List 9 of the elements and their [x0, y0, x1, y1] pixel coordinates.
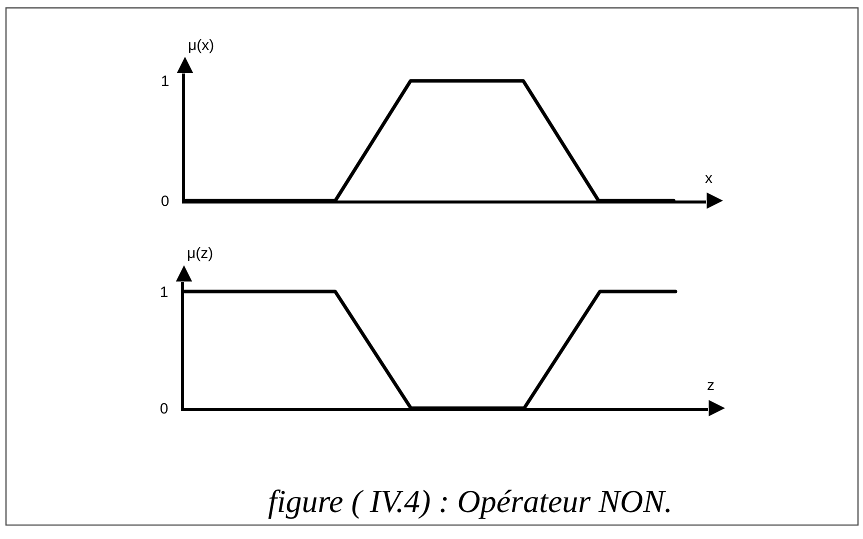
x-axis-title: z: [707, 377, 714, 394]
y-tick-label: 1: [160, 284, 168, 301]
y-tick-label: 0: [160, 192, 170, 210]
y-tick-label: 1: [160, 73, 170, 90]
y-tick-label: 0: [160, 400, 168, 418]
text: figure ( IV.4) : Opérateur NON.: [268, 483, 672, 519]
x-axis-title: x: [705, 170, 713, 187]
y-axis-title: μ(z): [187, 245, 214, 262]
y-axis-title: μ(x): [188, 37, 214, 54]
